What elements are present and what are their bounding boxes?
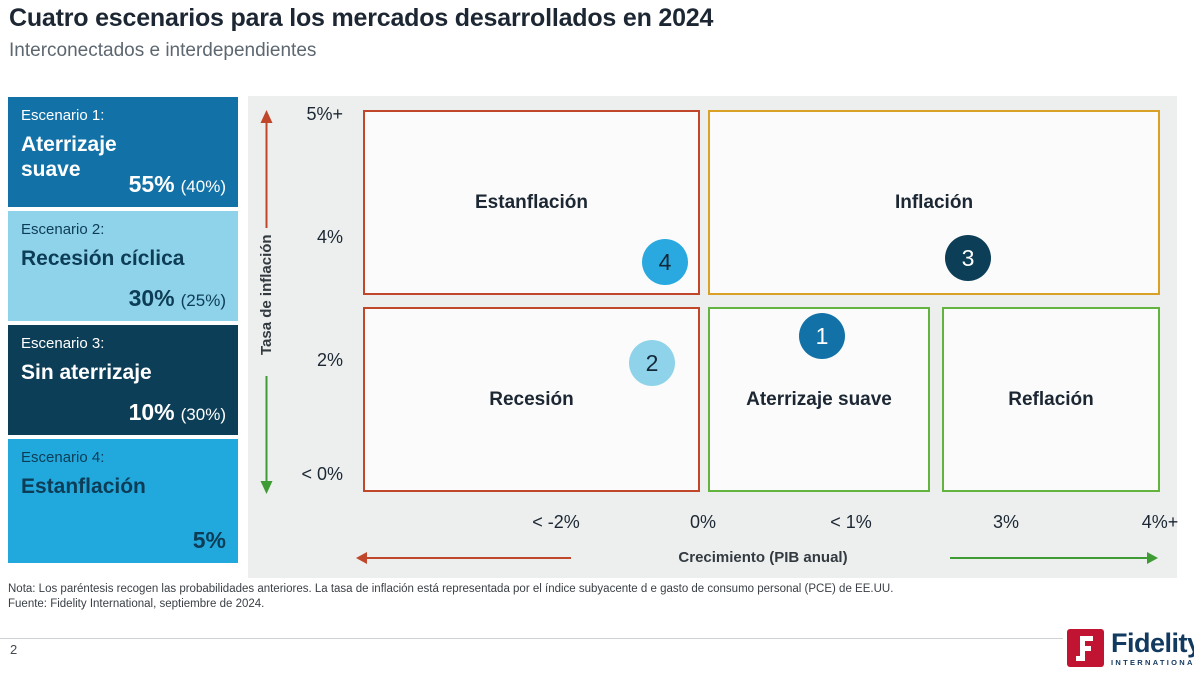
footnote-note: Nota: Los paréntesis recogen las probabi… (8, 583, 894, 595)
region-recesion: Recesión (363, 307, 700, 492)
quadrant-chart: Tasa de inflación 5%+ 4% 2% < 0% Estanfl… (248, 96, 1179, 578)
region-inflacion: Inflación (708, 110, 1160, 295)
scenario-point-1: 1 (799, 313, 845, 359)
y-axis-tick: 4% (316, 227, 343, 247)
scenario-card-3: Escenario 3: Sin aterrizaje 10% (30%) (8, 325, 238, 435)
y-axis-tick: < 0% (301, 464, 343, 484)
scenario-probability: 10% (128, 399, 175, 425)
y-axis-title: Tasa de inflación (258, 234, 275, 356)
growth-axis-left-arrow-icon (356, 552, 367, 564)
scenario-point-2: 2 (629, 340, 675, 386)
x-axis-tick: < 1% (830, 512, 872, 532)
y-axis-tick: 2% (316, 350, 343, 370)
x-axis-tick: 3% (992, 512, 1020, 532)
scenario-previous-probability: (30%) (180, 405, 226, 424)
page-title: Cuatro escenarios para los mercados desa… (9, 4, 714, 32)
scenario-card-1: Escenario 1: Aterrizaje suave 55% (40%) (8, 97, 238, 207)
region-label: Recesión (489, 388, 574, 410)
scenario-probability: 55% (128, 171, 175, 197)
scenario-probability: 30% (128, 285, 175, 311)
scenario-name: Estanflación (21, 475, 146, 498)
footer-divider (0, 638, 1194, 639)
inflation-axis-arrow-icon (260, 110, 273, 494)
scenario-point-4: 4 (642, 239, 688, 285)
fidelity-logo: Fidelity INTERNATIONAL (1063, 629, 1194, 667)
footnote-source: Fuente: Fidelity International, septiemb… (8, 598, 265, 610)
growth-axis-right-arrow-icon (1147, 552, 1158, 564)
scenario-previous-probability: (40%) (180, 177, 226, 196)
scenario-card-4: Escenario 4: Estanflación 5% (8, 439, 238, 563)
y-axis-tick: 5%+ (306, 104, 343, 124)
fidelity-f-icon (1067, 629, 1104, 667)
x-axis-tick: 0% (689, 512, 717, 532)
growth-axis-positive-line (950, 557, 1147, 559)
page-subtitle: Interconectados e interdependientes (9, 40, 317, 61)
x-axis-tick: < -2% (532, 512, 580, 532)
scenario-label: Escenario 3: (21, 335, 105, 352)
scenario-name: Sin aterrizaje (21, 361, 152, 384)
scenario-name: Aterrizaje suave (21, 133, 117, 181)
scenario-label: Escenario 2: (21, 221, 105, 238)
logo-brand-text: Fidelity (1111, 628, 1194, 658)
region-label: Estanflación (475, 191, 588, 213)
scenario-label: Escenario 1: (21, 107, 105, 124)
growth-axis-negative-line (366, 557, 571, 559)
region-label: Inflación (894, 191, 974, 213)
region-reflacion: Reflación (942, 307, 1160, 492)
x-axis-tick: 4%+ (1141, 512, 1179, 532)
region-label: Aterrizaje suave (746, 388, 892, 410)
region-label: Reflación (1008, 388, 1094, 410)
scenario-point-3: 3 (945, 235, 991, 281)
scenario-label: Escenario 4: (21, 449, 105, 466)
x-axis-title: Crecimiento (PIB anual) (678, 549, 848, 566)
logo-subbrand-text: INTERNATIONAL (1111, 658, 1194, 667)
scenario-name: Recesión cíclica (21, 247, 185, 270)
scenario-probability: 5% (192, 527, 226, 553)
scenario-previous-probability: (25%) (180, 291, 226, 310)
page-number: 2 (10, 642, 18, 657)
scenario-card-2: Escenario 2: Recesión cíclica 30% (25%) (8, 211, 238, 321)
